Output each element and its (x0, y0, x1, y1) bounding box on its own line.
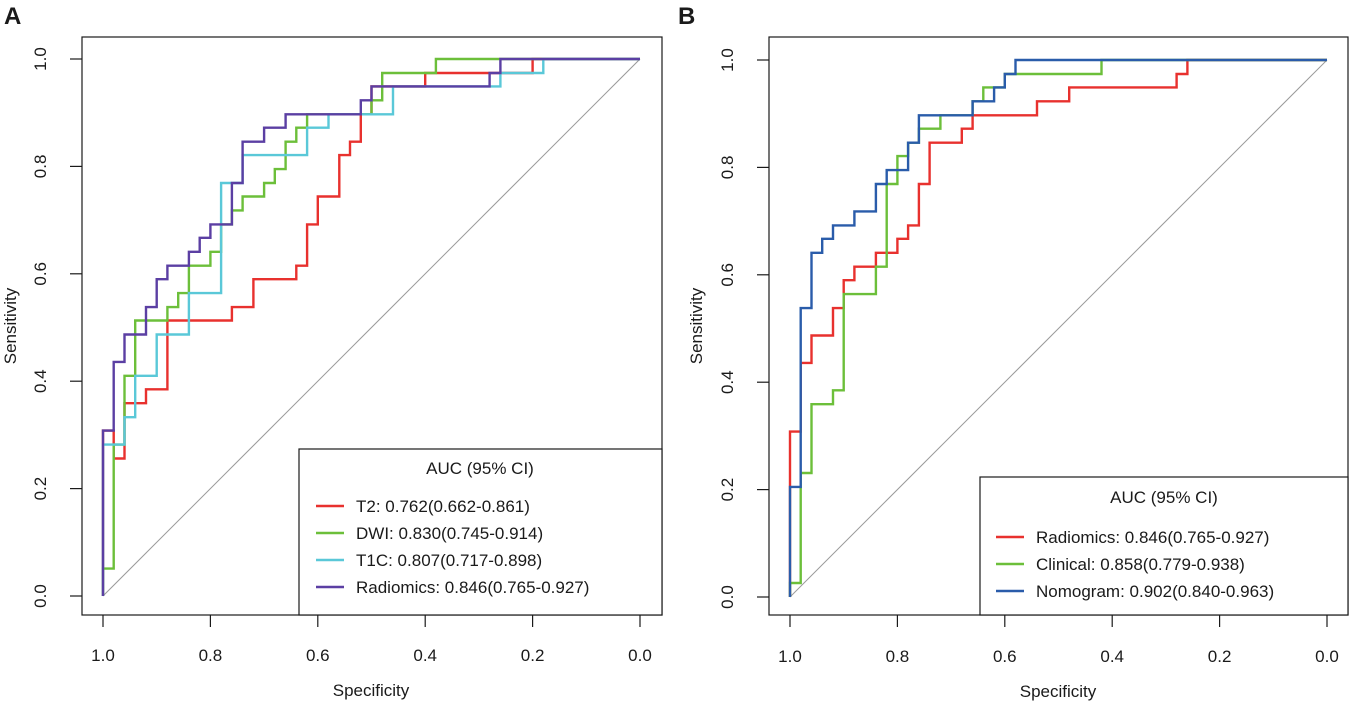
y-tick-label: 0.6 (31, 262, 50, 286)
legend: AUC (95% CI) T2: 0.762(0.662-0.861) DWI: … (298, 448, 663, 616)
legend-box (298, 448, 663, 616)
legend-label-clinical: Clinical: 0.858(0.779-0.938) (1036, 555, 1245, 574)
x-tick-label: 0.2 (1208, 647, 1232, 666)
y-tick-label: 0.6 (718, 263, 737, 287)
y-tick-label: 1.0 (718, 48, 737, 72)
y-tick-label: 0.8 (718, 156, 737, 180)
legend: AUC (95% CI) Radiomics: 0.846(0.765-0.92… (979, 476, 1349, 616)
y-tick-label: 0.0 (718, 585, 737, 609)
reference-diagonal (102, 58, 641, 597)
x-axis: 1.0 0.8 0.6 0.4 0.2 0.0 (91, 615, 652, 665)
x-tick-label: 0.8 (199, 646, 223, 665)
y-tick-label: 0.4 (31, 369, 50, 393)
legend-label-nomogram: Nomogram: 0.902(0.840-0.963) (1036, 582, 1274, 601)
legend-label-radiomics: Radiomics: 0.846(0.765-0.927) (356, 578, 589, 597)
roc-line-nomogram (788, 58, 1327, 597)
y-tick-label: 0.8 (31, 155, 50, 179)
legend-box (979, 476, 1349, 616)
y-tick-label: 0.2 (718, 478, 737, 502)
x-tick-label: 0.0 (628, 646, 652, 665)
panel-label: A (4, 3, 21, 30)
x-tick-label: 1.0 (91, 646, 115, 665)
legend-title: AUC (95% CI) (1110, 488, 1218, 507)
series-layer (101, 57, 640, 596)
y-tick-label: 1.0 (31, 47, 50, 71)
y-axis: 0.0 0.2 0.4 0.6 0.8 1.0 (718, 48, 769, 609)
legend-label-dwi: DWI: 0.830(0.745-0.914) (356, 524, 543, 543)
y-axis-label: Sensitivity (1, 287, 20, 364)
roc-line-radiomics (788, 58, 1327, 597)
x-tick-label: 0.0 (1315, 647, 1339, 666)
legend-label-t2: T2: 0.762(0.662-0.861) (356, 497, 530, 516)
panel-a: A 1.0 0.8 0.6 0.4 0.2 0.0 0.00.20.40.60.81.0 … (1, 3, 663, 700)
y-tick-label: 0.2 (31, 477, 50, 501)
x-tick-label: 0.4 (413, 646, 437, 665)
y-tick-label: 0.4 (718, 370, 737, 394)
panel-b: B 1.0 0.8 0.6 0.4 0.2 0.0 0.00.20.40.60.81.0 … (678, 3, 1349, 701)
x-tick-label: 1.0 (778, 647, 802, 666)
x-axis-label: Specificity (333, 681, 410, 700)
x-axis: 1.0 0.8 0.6 0.4 0.2 0.0 (778, 615, 1339, 666)
roc-line-radiomics (101, 57, 640, 596)
legend-entries: T2: 0.762(0.662-0.861) DWI: 0.830(0.745-0… (316, 497, 589, 597)
y-axis-label: Sensitivity (687, 287, 706, 364)
x-tick-label: 0.4 (1100, 647, 1124, 666)
legend-entries: Radiomics: 0.846(0.765-0.927) Clinical: 0… (996, 528, 1274, 601)
legend-label-radiomics: Radiomics: 0.846(0.765-0.927) (1036, 528, 1269, 547)
x-axis-label: Specificity (1020, 682, 1097, 701)
x-tick-label: 0.6 (993, 647, 1017, 666)
x-tick-label: 0.8 (886, 647, 910, 666)
reference-diagonal (789, 59, 1328, 598)
legend-title: AUC (95% CI) (426, 459, 534, 478)
series-layer (788, 58, 1327, 597)
legend-label-t1c: T1C: 0.807(0.717-0.898) (356, 551, 542, 570)
panel-label: B (678, 3, 695, 30)
x-tick-label: 0.6 (306, 646, 330, 665)
x-tick-label: 0.2 (521, 646, 545, 665)
y-axis: 0.0 0.2 0.4 0.6 0.8 1.0 (31, 47, 82, 608)
roc-line-clinical (788, 58, 1327, 597)
y-tick-label: 0.0 (31, 584, 50, 608)
